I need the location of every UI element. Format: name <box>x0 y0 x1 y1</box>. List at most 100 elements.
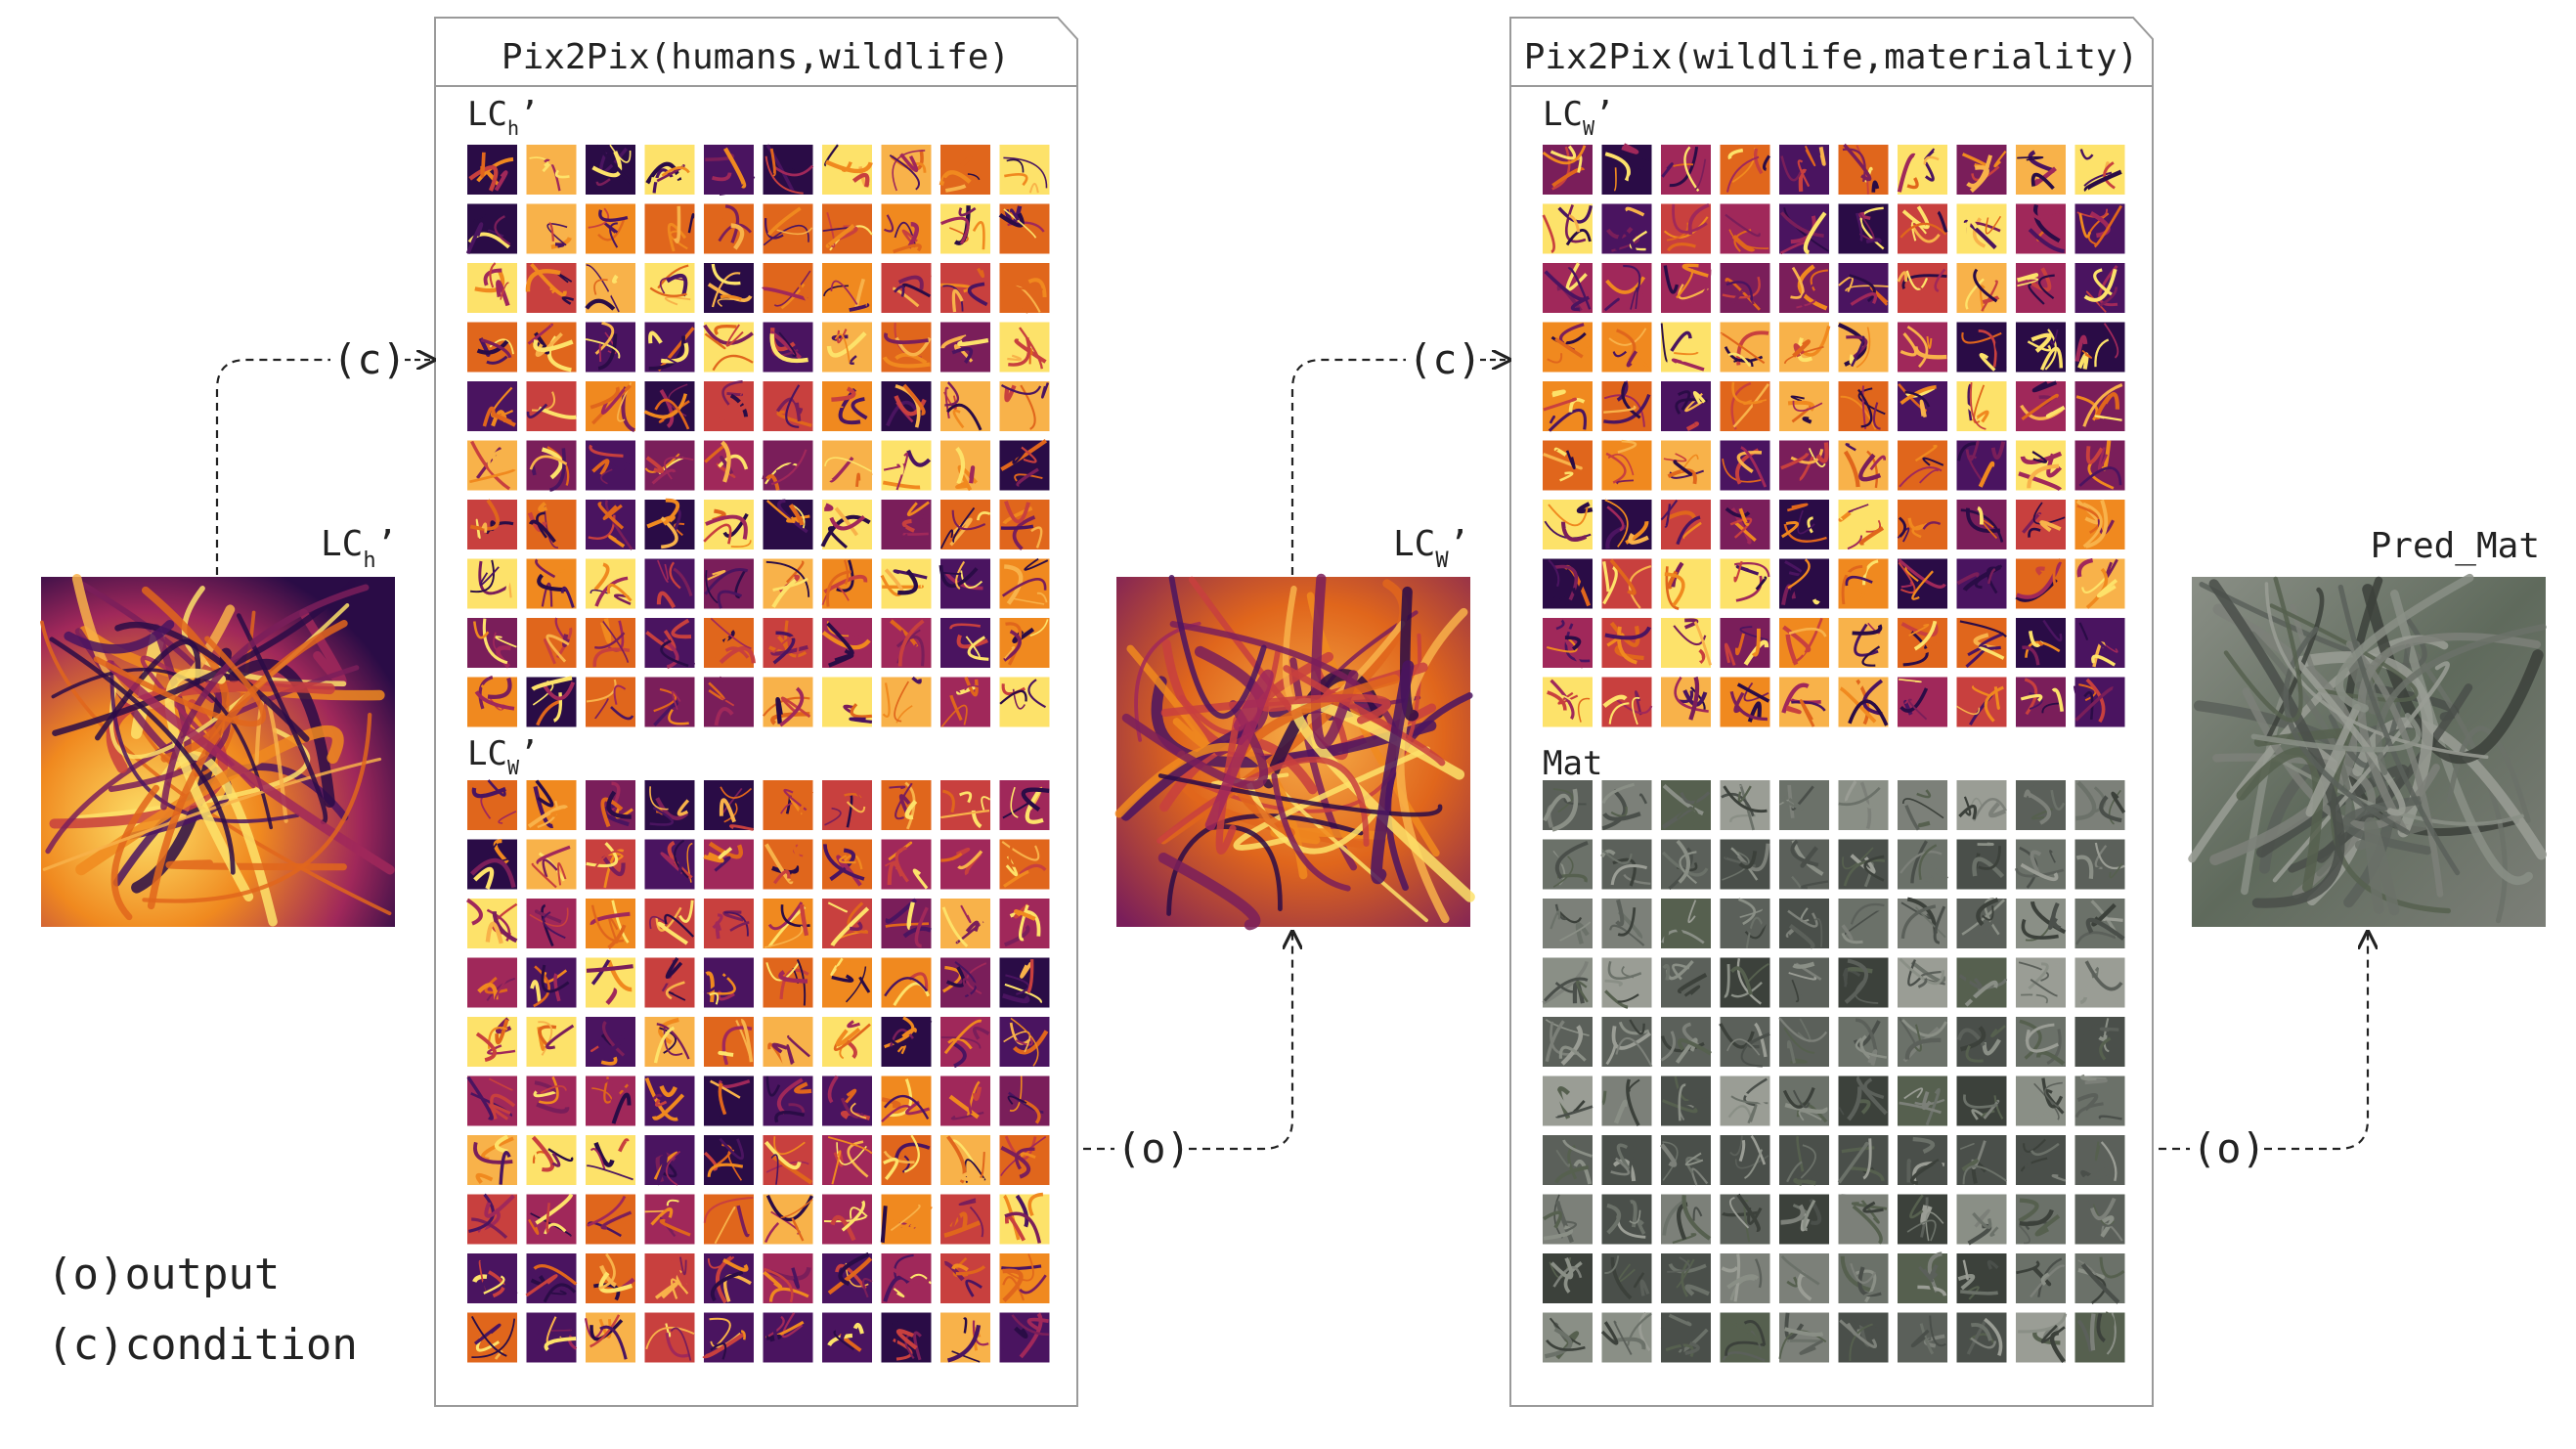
tile-stroke <box>1545 1327 1573 1359</box>
tile-stroke <box>542 858 558 878</box>
tile-stroke <box>527 323 553 345</box>
tile-stroke <box>2020 693 2043 702</box>
tile-stroke <box>2103 161 2116 190</box>
tile-stroke <box>1610 1157 1631 1176</box>
tile-stroke <box>829 457 854 483</box>
tile-stroke <box>940 852 963 862</box>
tile-stroke <box>2041 702 2061 714</box>
tile-stroke <box>1600 1321 1619 1345</box>
tile-stroke <box>1003 156 1048 189</box>
tile-stroke <box>1754 1022 1768 1058</box>
tile-stroke <box>703 852 724 863</box>
tile-stroke <box>2037 1257 2063 1297</box>
tile-stroke <box>1901 798 1944 819</box>
tile-stroke <box>972 220 985 250</box>
tile-stroke <box>1671 358 1705 372</box>
tile-stroke <box>1604 1255 1620 1275</box>
tile-stroke <box>1618 1021 1650 1035</box>
tile-stroke <box>783 788 808 812</box>
tile-stroke <box>858 976 871 993</box>
tile-stroke <box>1005 622 1023 666</box>
tile-stroke <box>1837 1141 1869 1184</box>
tile-stroke <box>1911 524 1924 539</box>
tile-stroke <box>852 1322 864 1335</box>
tile-stroke <box>660 353 689 370</box>
tile <box>822 1135 872 1185</box>
tile-stroke <box>1899 331 1918 357</box>
tile-stroke <box>897 569 919 595</box>
tile-stroke <box>654 1098 668 1107</box>
tile-stroke <box>838 1251 870 1287</box>
tile-stroke <box>1800 880 1829 890</box>
tile-stroke <box>1780 155 1802 182</box>
tile-stroke <box>895 1329 918 1350</box>
tile-stroke <box>900 630 918 649</box>
tile-stroke <box>1901 1018 1948 1037</box>
tile-stroke <box>1871 180 1880 193</box>
tile-stroke <box>788 1103 806 1114</box>
texture-stroke <box>105 660 395 875</box>
tile-stroke <box>1543 397 1577 412</box>
tile-stroke <box>1694 158 1707 191</box>
tile-stroke <box>1987 1259 1999 1270</box>
tile-stroke <box>894 681 910 723</box>
tile-stroke <box>948 1094 980 1120</box>
tile-stroke <box>2022 511 2042 534</box>
tile-stroke <box>1659 1143 1678 1167</box>
tile-stroke <box>493 632 502 653</box>
tile-stroke <box>1968 869 1986 888</box>
tile <box>1543 440 1593 491</box>
tile-stroke <box>1662 1099 1698 1114</box>
tile-stroke <box>1639 1279 1650 1296</box>
tile-stroke <box>1797 337 1813 363</box>
tile-stroke <box>1913 620 1938 651</box>
tile-stroke <box>1684 1152 1704 1166</box>
tile-stroke <box>544 1337 577 1352</box>
tile-stroke <box>536 845 571 865</box>
tile-stroke <box>598 343 602 363</box>
tile-stroke <box>606 959 633 992</box>
tile-stroke <box>1790 395 1805 403</box>
tile-stroke <box>1910 1159 1941 1185</box>
tile-stroke <box>1722 458 1762 483</box>
tile-stroke <box>649 915 668 930</box>
tile-stroke <box>1910 224 1941 243</box>
tile-stroke <box>1003 629 1022 662</box>
tile-stroke <box>468 165 499 192</box>
tile-stroke <box>1962 1259 1969 1281</box>
tile-stroke <box>780 283 806 310</box>
tile-stroke <box>2083 171 2113 187</box>
tile-stroke <box>486 977 515 1001</box>
tile-stroke <box>652 1093 685 1120</box>
tile <box>881 780 932 830</box>
tile-stroke <box>705 570 719 604</box>
tile-stroke <box>597 144 633 184</box>
tile-stroke <box>2019 1153 2031 1169</box>
tile-stroke <box>1785 569 1807 609</box>
tile-stroke <box>721 380 743 406</box>
tile-stroke <box>1971 1109 1984 1120</box>
tile-stroke <box>1851 782 1873 809</box>
tile-stroke <box>1614 697 1653 715</box>
tile-stroke <box>850 703 873 719</box>
tile-stroke <box>893 982 931 1006</box>
tile <box>763 1017 813 1067</box>
tile-stroke <box>526 903 559 937</box>
tile-stroke <box>1661 162 1674 178</box>
tile-stroke <box>598 1318 612 1339</box>
tile-stroke <box>1994 340 2007 370</box>
tile-stroke <box>826 622 854 656</box>
tile-stroke <box>550 808 572 817</box>
tile-stroke <box>770 1154 779 1185</box>
panel-wildlife-bottom-tile-grid <box>1542 780 2126 1364</box>
tile-stroke <box>960 570 983 590</box>
tile-stroke <box>1859 1099 1871 1115</box>
tile-stroke <box>1562 628 1585 669</box>
tile-stroke <box>527 511 547 533</box>
tile-stroke <box>1549 593 1569 605</box>
tile-stroke <box>530 263 567 297</box>
tile-stroke <box>2081 1022 2100 1043</box>
tile-stroke <box>600 797 624 828</box>
texture-stroke <box>1157 853 1261 931</box>
